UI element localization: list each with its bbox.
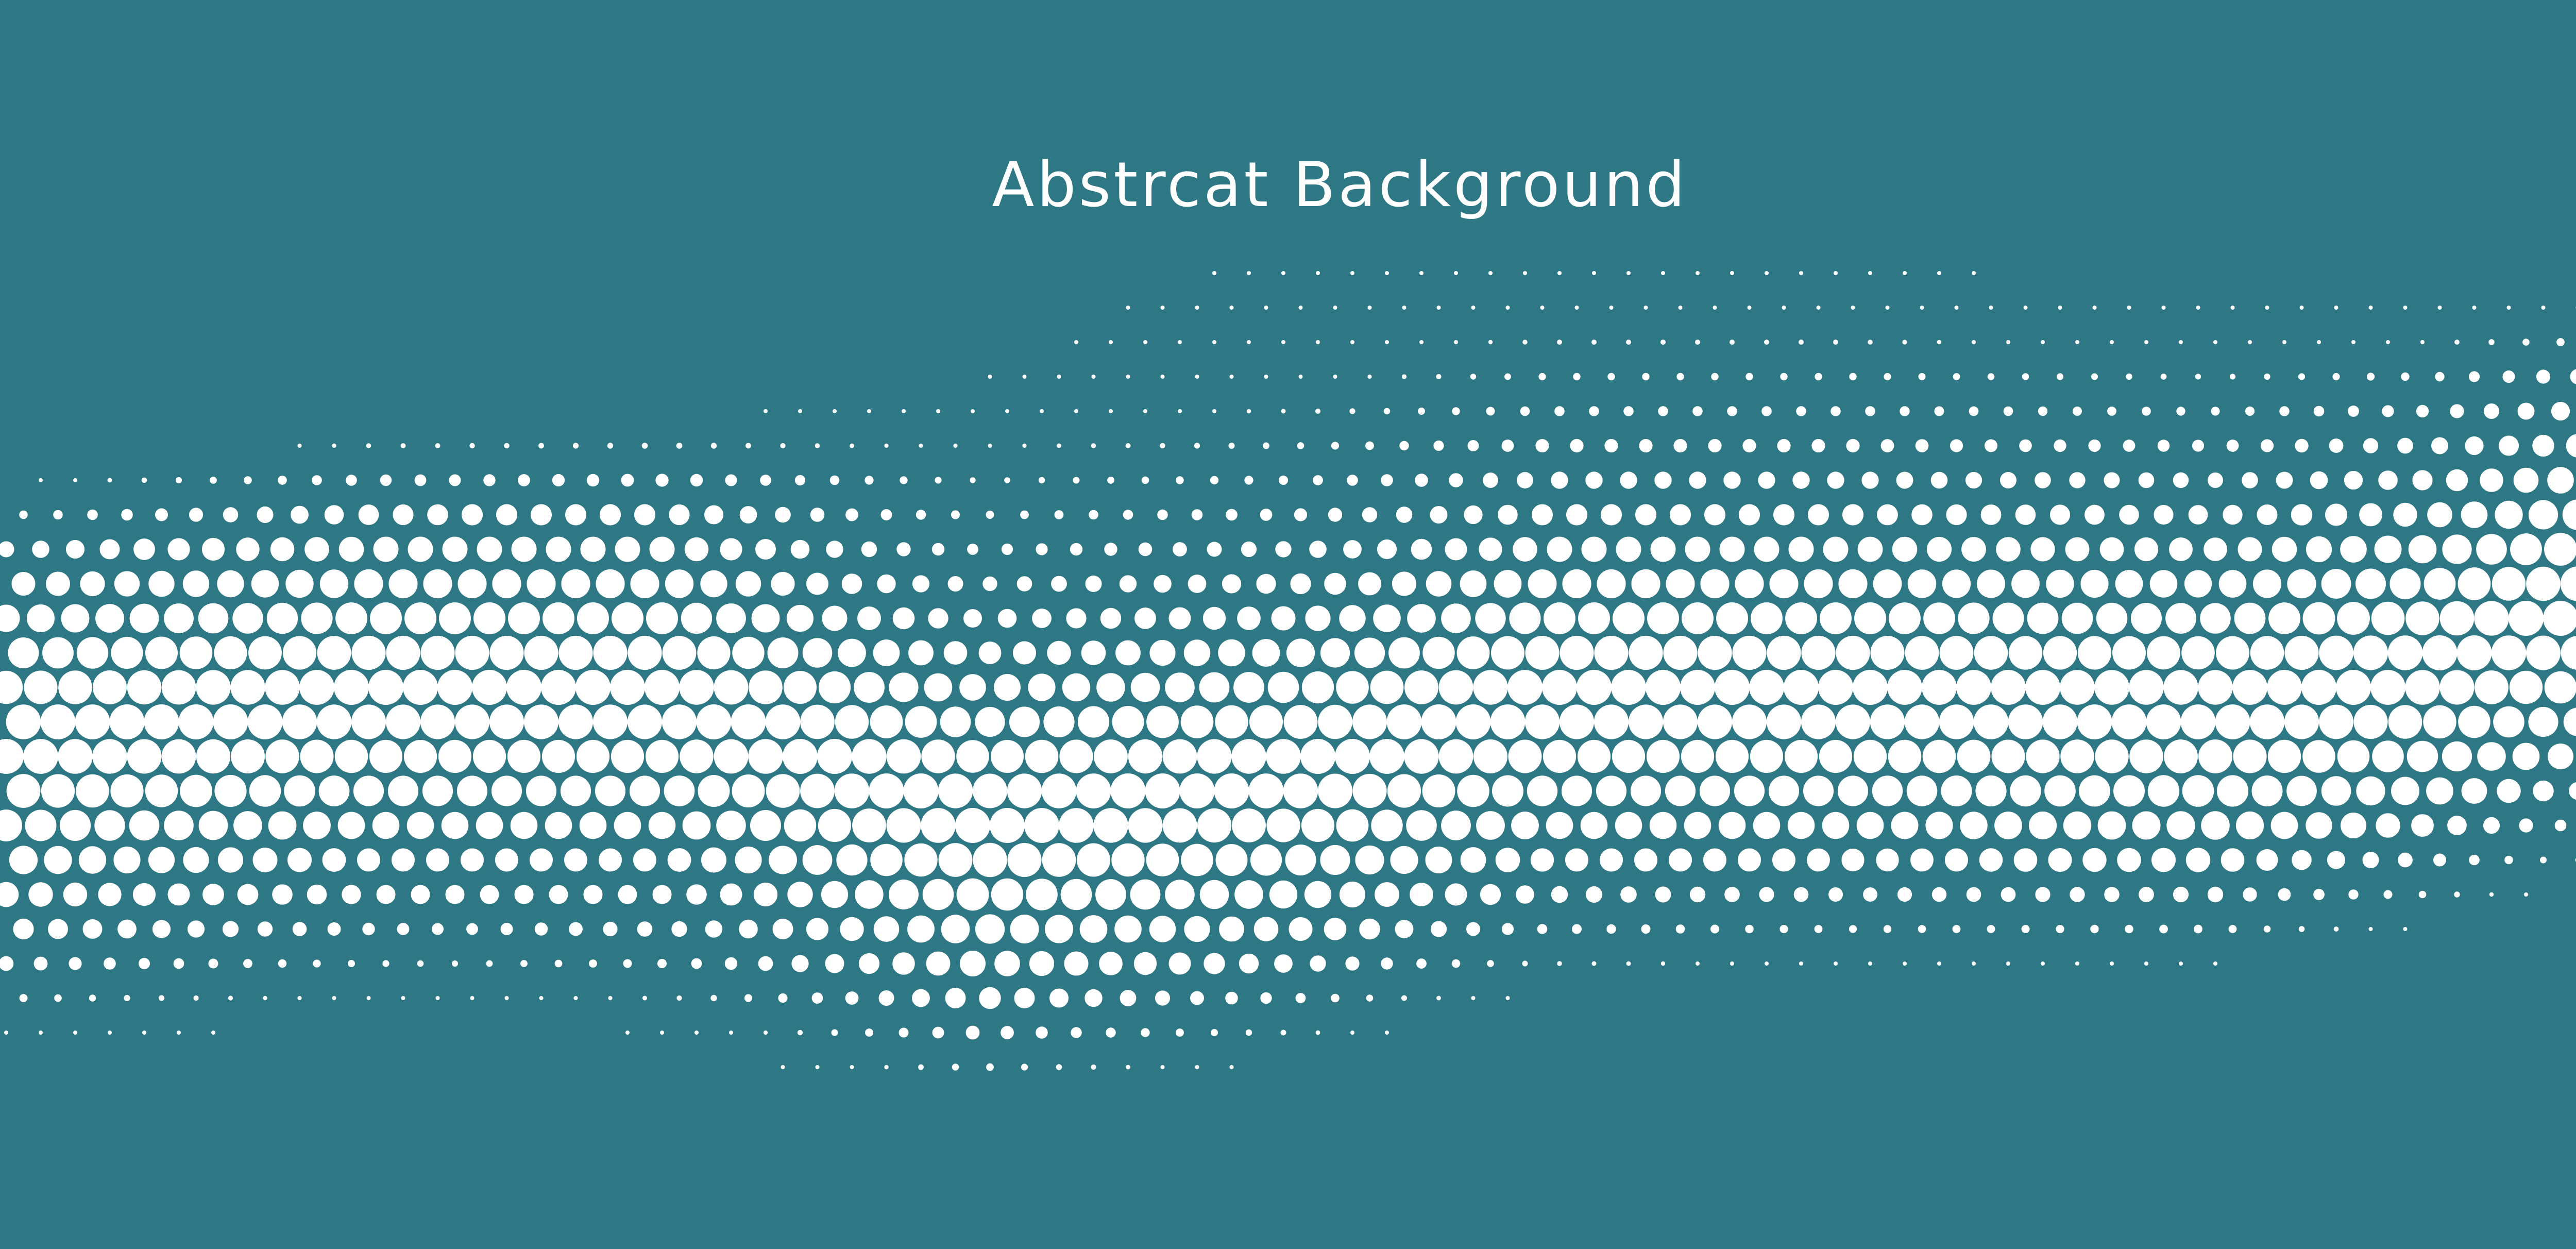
page-title: Abstrcat Background bbox=[992, 149, 1688, 221]
